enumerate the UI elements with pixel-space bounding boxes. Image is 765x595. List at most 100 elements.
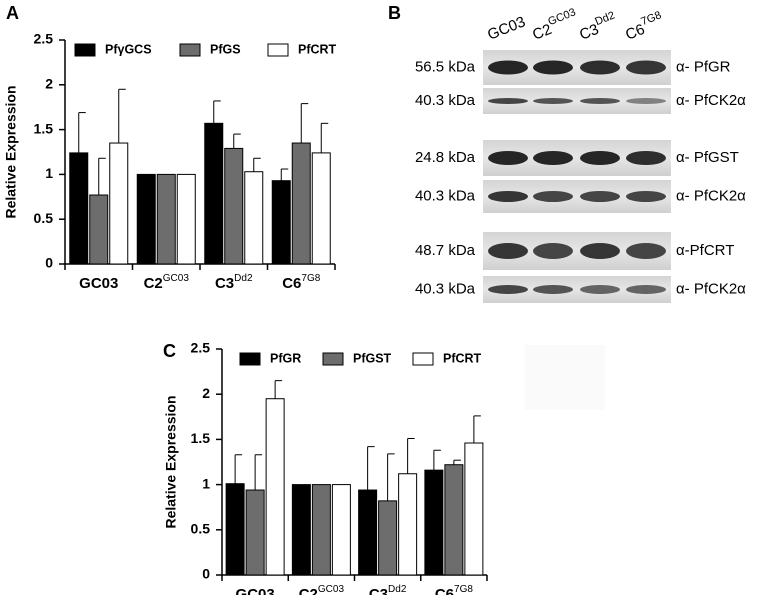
error-bar <box>234 454 243 484</box>
bar <box>271 180 291 265</box>
y-axis-label: Relative Expression <box>163 395 179 528</box>
panel-label: C <box>163 341 176 361</box>
category-superscript: 7G8 <box>301 273 320 284</box>
lane-label: C2GC03 <box>529 6 581 43</box>
band <box>488 285 528 294</box>
size-label: 40.3 kDa <box>415 187 476 204</box>
x-tick-label: C3Dd2 <box>369 584 407 595</box>
legend-label: PfGST <box>353 351 392 365</box>
y-tick-label: 2.5 <box>34 31 54 47</box>
bar <box>331 484 351 576</box>
legend-swatch <box>179 43 201 57</box>
band <box>533 98 573 104</box>
error-bar <box>320 122 329 153</box>
bar <box>398 473 418 576</box>
legend-swatch <box>267 43 289 57</box>
bar <box>69 152 89 265</box>
legend-label: PfCRT <box>298 42 337 56</box>
band <box>533 151 573 165</box>
lane-name: C2 <box>530 21 554 44</box>
category-name: C6 <box>282 275 301 292</box>
error-bar <box>300 103 309 144</box>
bar <box>224 147 244 265</box>
band <box>580 60 620 75</box>
size-label: 56.5 kDa <box>415 58 476 75</box>
lane-superscript: 7G8 <box>639 9 663 28</box>
lane-label: C67G8 <box>622 9 667 43</box>
antibody-label: α- PfGST <box>676 149 739 166</box>
bar <box>378 500 398 576</box>
lane-name: C6 <box>623 21 647 44</box>
category-name: GC03 <box>79 275 118 292</box>
x-tick-label: C3Dd2 <box>215 273 253 292</box>
size-label: 24.8 kDa <box>415 149 476 166</box>
y-tick-label: 1 <box>45 165 53 181</box>
category-name: C2 <box>299 586 318 595</box>
error-bar <box>253 157 261 172</box>
band <box>626 285 666 294</box>
antibody-label: α- PfCK2α <box>676 280 746 297</box>
x-tick-label: C2GC03 <box>299 584 345 595</box>
y-tick-label: 0 <box>45 255 53 271</box>
legend-swatch <box>239 352 261 366</box>
blank-patch <box>525 345 605 410</box>
error-bar <box>367 446 375 491</box>
panel-label: B <box>388 3 401 23</box>
y-tick-label: 0.5 <box>191 521 211 537</box>
lane-name: GC03 <box>485 13 528 43</box>
y-tick-label: 0 <box>202 566 210 582</box>
size-label: 48.7 kDa <box>415 242 476 259</box>
y-axis-label: Relative Expression <box>3 85 19 218</box>
bar <box>89 194 109 265</box>
bar <box>156 173 176 265</box>
bar <box>176 173 196 265</box>
legend-label: PfCRT <box>443 351 482 365</box>
bar <box>311 152 331 265</box>
x-tick-label: C67G8 <box>282 273 321 292</box>
y-tick-label: 1.5 <box>34 120 54 136</box>
band <box>533 191 573 202</box>
lane-superscript: Dd2 <box>593 9 616 28</box>
category-name: GC03 <box>236 586 275 595</box>
band <box>533 285 573 294</box>
error-bar <box>407 437 415 474</box>
band <box>488 151 528 165</box>
x-tick-label: GC03 <box>79 275 118 292</box>
size-label: 40.3 kDa <box>415 92 476 109</box>
error-bar <box>78 112 86 153</box>
antibody-label: α- PfCK2α <box>676 187 746 204</box>
category-superscript: Dd2 <box>234 273 253 284</box>
band <box>580 243 620 259</box>
category-name: C2 <box>144 275 163 292</box>
error-bar <box>387 453 395 501</box>
error-bar <box>233 133 241 149</box>
legend-swatch <box>322 352 344 366</box>
bar <box>109 142 129 265</box>
bar <box>464 442 484 576</box>
error-bar <box>280 168 289 181</box>
band <box>533 243 573 259</box>
antibody-label: α-PfCRT <box>676 242 734 259</box>
bar <box>136 173 156 265</box>
lane-label: GC03 <box>485 13 528 43</box>
band <box>488 60 528 75</box>
legend-label: PfGS <box>210 42 241 56</box>
band <box>488 191 528 202</box>
antibody-label: α- PfGR <box>676 58 731 75</box>
error-bar <box>118 88 126 144</box>
lane-name: C3 <box>577 21 601 44</box>
band <box>488 243 528 259</box>
legend-label: PfGR <box>270 351 301 365</box>
lane-label: C3Dd2 <box>576 9 620 43</box>
bar <box>265 398 285 576</box>
error-bar <box>98 157 106 196</box>
band <box>533 60 573 75</box>
y-tick-label: 1.5 <box>191 430 211 446</box>
y-tick-label: 2.5 <box>191 340 211 356</box>
x-tick-label: C67G8 <box>435 584 474 595</box>
x-tick-label: C2GC03 <box>144 273 190 292</box>
category-superscript: 7G8 <box>454 584 473 595</box>
band <box>626 60 666 75</box>
y-tick-label: 1 <box>202 475 210 491</box>
